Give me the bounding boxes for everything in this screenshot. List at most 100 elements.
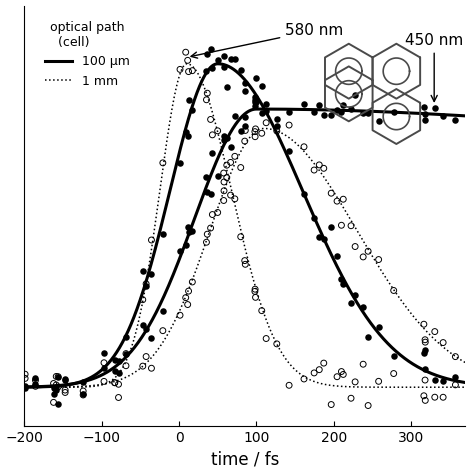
Point [122, 351, 130, 358]
Legend: 100 μm, 1 mm: 100 μm, 1 mm [39, 16, 135, 92]
Point [365, 247, 372, 255]
Point [375, 256, 383, 264]
Point [339, 101, 347, 109]
Point [223, 161, 230, 169]
Point [203, 67, 210, 75]
Point [333, 197, 341, 205]
Point [251, 133, 259, 140]
Point [310, 166, 318, 174]
Text: 580 nm: 580 nm [191, 23, 344, 58]
Point [79, 390, 87, 398]
Point [159, 307, 167, 315]
Point [241, 113, 249, 120]
Point [55, 373, 62, 381]
Point [189, 228, 196, 235]
Point [50, 384, 57, 392]
Point [365, 334, 372, 341]
Point [122, 350, 130, 357]
Point [115, 369, 122, 376]
Point [231, 112, 238, 120]
Point [316, 101, 323, 109]
1 mm [224, 169, 230, 175]
Point [252, 74, 259, 82]
Point [21, 382, 29, 390]
Point [333, 373, 341, 381]
Point [375, 377, 383, 385]
Point [142, 353, 150, 360]
Point [139, 362, 146, 370]
100 μm [450, 377, 456, 383]
Point [220, 187, 228, 194]
Point [203, 238, 210, 246]
Point [220, 169, 228, 177]
Point [337, 275, 345, 283]
1 mm [184, 61, 190, 67]
Point [61, 376, 69, 383]
Point [420, 104, 428, 111]
Point [452, 116, 459, 124]
Point [365, 402, 372, 410]
Point [439, 112, 447, 119]
Point [207, 224, 214, 232]
Point [50, 391, 57, 398]
Point [300, 143, 308, 151]
Point [182, 294, 190, 301]
Point [252, 293, 259, 301]
Point [122, 333, 130, 340]
Point [182, 128, 190, 136]
Point [148, 236, 155, 244]
1 mm [462, 384, 468, 390]
Point [300, 100, 308, 108]
Point [185, 68, 192, 75]
Point [182, 241, 190, 248]
Point [351, 91, 359, 99]
Point [182, 48, 190, 56]
Point [189, 106, 196, 113]
Point [241, 257, 248, 264]
Point [421, 338, 429, 346]
Point [241, 87, 248, 95]
Point [390, 108, 398, 116]
Point [100, 364, 108, 372]
Point [223, 83, 230, 91]
Point [53, 386, 60, 394]
Line: 100 μm: 100 μm [25, 64, 465, 387]
Point [115, 394, 122, 401]
Point [347, 222, 355, 229]
Point [421, 376, 429, 384]
Point [258, 109, 265, 117]
100 μm [215, 61, 220, 67]
Point [209, 149, 216, 156]
Point [258, 129, 265, 137]
Point [337, 221, 345, 229]
Point [185, 287, 192, 295]
Point [420, 320, 428, 328]
Point [285, 148, 293, 155]
Point [431, 377, 438, 384]
Point [61, 389, 69, 396]
Point [203, 50, 211, 57]
Point [241, 261, 249, 268]
Point [176, 311, 184, 319]
Point [214, 172, 221, 180]
Point [184, 301, 191, 308]
Point [220, 52, 228, 59]
Point [263, 335, 270, 342]
Point [316, 161, 323, 169]
Point [220, 136, 228, 143]
1 mm [449, 384, 455, 390]
Point [263, 107, 270, 114]
Point [320, 359, 328, 367]
Point [227, 191, 234, 199]
Point [320, 236, 328, 243]
Point [139, 296, 146, 303]
Point [390, 287, 398, 294]
Point [320, 111, 328, 119]
Point [148, 365, 155, 372]
Point [203, 230, 211, 238]
1 mm [236, 220, 242, 226]
Point [439, 393, 447, 401]
Point [148, 270, 155, 278]
Point [176, 159, 184, 167]
Point [310, 109, 318, 116]
